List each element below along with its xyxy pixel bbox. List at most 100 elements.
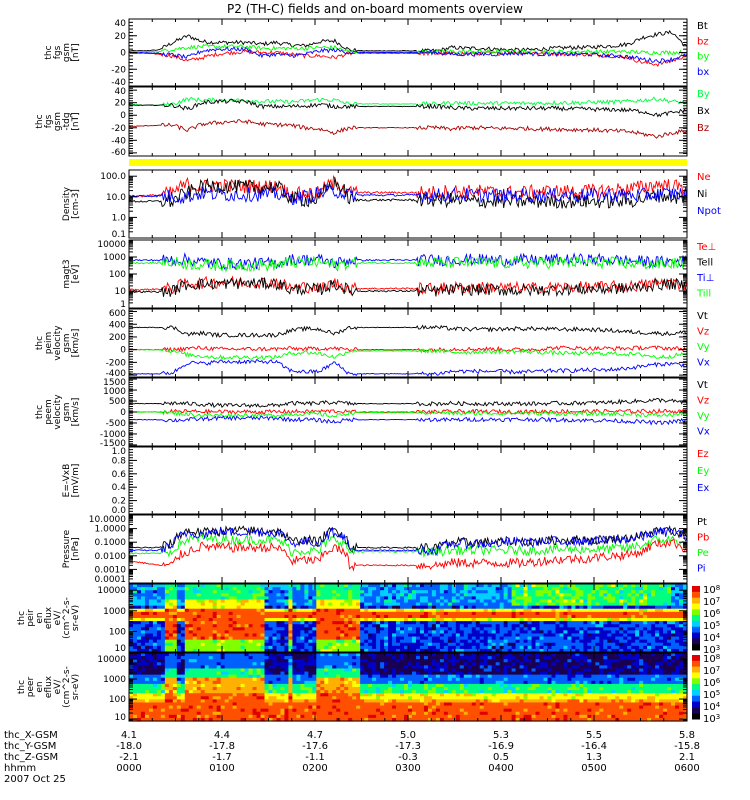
spectrogram-cell	[272, 636, 278, 641]
spectrogram-cell	[332, 614, 337, 619]
spectrogram-cell	[324, 642, 329, 647]
spectrogram-cell	[240, 677, 246, 682]
spectrogram-cell	[539, 602, 545, 607]
spectrogram-cell	[220, 618, 226, 622]
spectrogram-cell	[192, 624, 198, 628]
spectrogram-cell	[400, 624, 405, 628]
spectrogram-cell	[543, 624, 549, 628]
spectrogram-cell	[320, 599, 325, 604]
spectrogram-cell	[595, 614, 600, 619]
spectrogram-cell	[208, 653, 214, 657]
spectrogram-cell	[679, 596, 684, 601]
spectrogram-cell	[543, 642, 549, 647]
spectrogram-cell	[523, 593, 529, 597]
spectrogram-cell	[164, 696, 170, 700]
spectrogram-cell	[599, 624, 604, 628]
spectrogram-cell	[579, 633, 584, 638]
spectrogram-cell	[292, 618, 297, 622]
spectrogram-cell	[619, 648, 624, 653]
spectrogram-cell	[236, 659, 242, 663]
spectrogram-cell	[495, 630, 501, 635]
spectrogram-cell	[248, 611, 254, 616]
spectrogram-cell	[240, 645, 246, 650]
y-tick-label: 100.0	[100, 172, 126, 182]
spectrogram-cell	[491, 599, 497, 604]
spectrogram-cell	[180, 605, 186, 610]
spectrogram-cell	[144, 605, 150, 610]
spectrogram-cell	[439, 614, 445, 619]
spectrogram-cell	[655, 624, 660, 628]
spectrogram-cell	[172, 587, 178, 591]
spectrogram-cell	[284, 593, 290, 597]
spectrogram-cell	[404, 584, 409, 588]
spectrogram-cell	[491, 614, 497, 619]
spectrogram-cell	[495, 587, 501, 591]
spectrogram-cell	[224, 671, 230, 676]
spectrogram-cell	[531, 645, 537, 650]
spectrogram-cell	[511, 596, 517, 601]
spectrogram-cell	[519, 618, 525, 622]
spectrogram-cell	[252, 590, 258, 594]
spectrogram-cell	[415, 627, 421, 631]
spectrogram-cell	[276, 648, 282, 653]
spectrogram-cell	[611, 630, 616, 635]
spectrogram-cell	[368, 627, 373, 631]
spectrogram-cell	[129, 674, 134, 679]
spectrogram-cell	[252, 614, 258, 619]
spectrogram-cell	[252, 687, 258, 691]
spectrogram-cell	[368, 618, 373, 622]
spectrogram-cell	[583, 590, 588, 594]
spectrogram-cell	[228, 702, 234, 707]
spectrogram-cell	[172, 674, 178, 679]
spectrogram-cell	[184, 656, 190, 660]
spectrogram-cell	[404, 587, 409, 591]
spectrogram-cell	[216, 711, 222, 716]
spectrogram-cell	[129, 624, 134, 628]
colorbar-label: 105	[703, 620, 720, 632]
spectrogram-cell	[328, 630, 333, 635]
spectrogram-cell	[499, 645, 505, 650]
spectrogram-cell	[543, 618, 549, 622]
spectrogram-cell	[663, 621, 668, 625]
spectrogram-cell	[388, 584, 393, 588]
spectrogram-cell	[188, 618, 194, 622]
spectrogram-cell	[455, 627, 461, 631]
spectrogram-cell	[547, 645, 553, 650]
spectrogram-cell	[607, 590, 612, 594]
spectrogram-cell	[415, 633, 421, 638]
spectrogram-cell	[659, 593, 664, 597]
spectrogram-cell	[140, 596, 146, 601]
spectrogram-cell	[575, 633, 580, 638]
spectrogram-cell	[368, 602, 373, 607]
spectrogram-cell	[332, 605, 337, 610]
spectrogram-cell	[180, 596, 186, 601]
spectrogram-cell	[272, 621, 278, 625]
spectrogram-cell	[204, 618, 210, 622]
spectrogram-cell	[380, 627, 385, 631]
spectrogram-cell	[312, 590, 317, 594]
spectrogram-cell	[236, 611, 242, 616]
spectrogram-cell	[340, 630, 345, 635]
spectrogram-cell	[427, 605, 433, 610]
spectrogram-cell	[216, 584, 222, 588]
spectrogram-cell	[408, 624, 413, 628]
spectrogram-cell	[148, 662, 154, 666]
spectrogram-cell	[627, 599, 632, 604]
spectrogram-cell	[216, 677, 222, 682]
spectrogram-cell	[292, 621, 297, 625]
spectrogram-cell	[148, 624, 154, 628]
spectrogram-cell	[479, 599, 485, 604]
spectrogram-cell	[296, 593, 301, 597]
spectrogram-cell	[547, 621, 553, 625]
spectrogram-cell	[523, 608, 529, 613]
spectrogram-cell	[192, 618, 198, 622]
spectrogram-cell	[384, 627, 389, 631]
spectrogram-cell	[667, 584, 672, 588]
spectrogram-cell	[376, 618, 381, 622]
spectrogram-cell	[667, 590, 672, 594]
spectrogram-cell	[340, 590, 345, 594]
spectrogram-cell	[511, 636, 517, 641]
spectrogram-cell	[539, 645, 545, 650]
spectrogram-cell	[272, 593, 278, 597]
spectrogram-cell	[392, 608, 397, 613]
